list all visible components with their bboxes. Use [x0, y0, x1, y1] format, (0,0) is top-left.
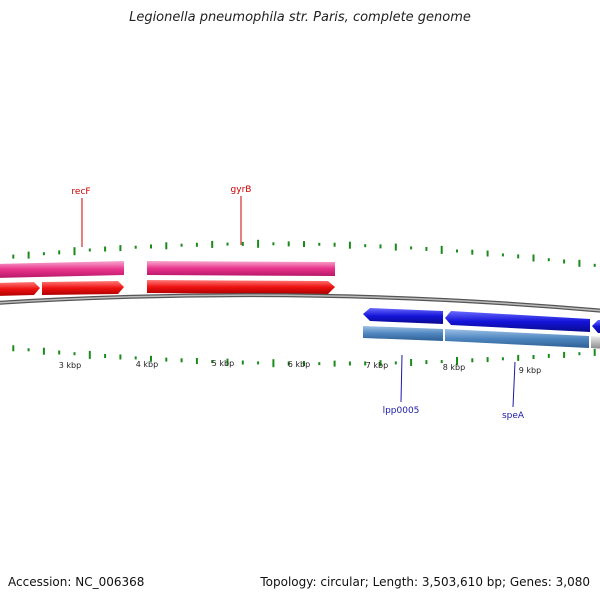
accession-text: Accession: NC_006368: [8, 575, 145, 589]
scale-label-9kbp: 9 kbp: [519, 366, 541, 375]
gc-content-track-inner: [12, 345, 596, 368]
gene-label-spea-group: speA: [502, 361, 525, 421]
cds-feature-gyrb-arrow[interactable]: [147, 280, 335, 294]
gc-content-track-outer: [12, 239, 596, 267]
gene-label-gyrb-group: gyrB: [231, 185, 252, 245]
gene-label-recf-group: recF: [71, 187, 91, 247]
scale-label-6kbp: 6 kbp: [288, 360, 310, 369]
cds-feature[interactable]: [591, 336, 600, 349]
scale-label-3kbp: 3 kbp: [59, 361, 81, 370]
scale-label-8kbp: 8 kbp: [443, 363, 465, 372]
map-title: Legionella pneumophila str. Paris, compl…: [129, 10, 471, 25]
blue-cds-track: [363, 308, 600, 333]
cds-feature[interactable]: [445, 329, 589, 348]
gene-label-recf[interactable]: recF: [71, 187, 90, 197]
forward-strand-track: [0, 261, 335, 278]
red-cds-track: [0, 280, 335, 296]
scale-label-4kbp: 4 kbp: [136, 360, 158, 369]
scale-labels: 3 kbp 4 kbp 5 kbp 6 kbp 7 kbp 8 kbp 9 kb…: [59, 359, 541, 375]
cds-feature-gyrb[interactable]: [147, 261, 335, 276]
cds-feature-lpp0005[interactable]: [363, 308, 443, 324]
gene-label-lpp0005-group: lpp0005: [383, 354, 420, 416]
topology-summary: Topology: circular; Length: 3,503,610 bp…: [260, 575, 590, 589]
cds-feature-recf[interactable]: [42, 281, 124, 295]
scale-label-5kbp: 5 kbp: [212, 359, 234, 368]
lightblue-cds-track: [363, 326, 600, 349]
cds-feature[interactable]: [363, 326, 443, 341]
cds-feature-spea[interactable]: [445, 311, 590, 332]
scale-label-7kbp: 7 kbp: [366, 361, 388, 370]
cds-feature[interactable]: [0, 282, 40, 296]
gene-label-lpp0005[interactable]: lpp0005: [383, 406, 420, 416]
cds-feature[interactable]: [592, 320, 600, 333]
cds-feature[interactable]: [0, 261, 124, 278]
gene-label-spea[interactable]: speA: [502, 411, 525, 421]
gene-label-gyrb[interactable]: gyrB: [231, 185, 252, 195]
